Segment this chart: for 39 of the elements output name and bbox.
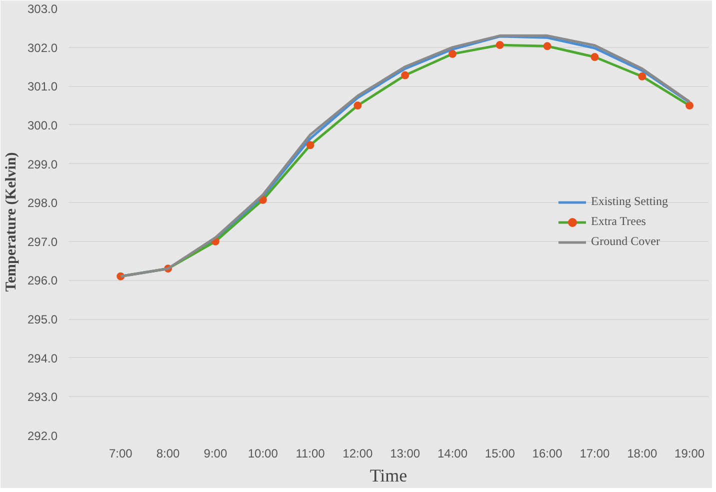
y-tick-label: 297.0 (27, 234, 58, 249)
point (543, 42, 552, 50)
legend-label: Extra Trees (590, 214, 646, 229)
y-tick-label: 296.0 (27, 274, 58, 288)
y-tick-label: 292.0 (27, 429, 58, 443)
y-tick-label: 295.0 (27, 312, 58, 327)
y-tick-label: 300.0 (27, 118, 58, 132)
x-tick-label: 14:00 (437, 446, 468, 460)
x-tick-label: 17:00 (580, 446, 610, 460)
x-tick-label: 12:00 (342, 446, 374, 460)
point (306, 141, 314, 150)
x-tick-label: 9:00 (204, 446, 228, 460)
x-tick-label: 8:00 (156, 446, 180, 460)
y-tick-label: 293.0 (27, 390, 58, 404)
point (686, 102, 694, 110)
x-tick-label: 15:00 (484, 446, 516, 460)
y-axis-title: Temperature (Kelvin) (3, 152, 20, 292)
x-tick-label: 16:00 (532, 446, 563, 460)
point (638, 72, 646, 80)
legend-label: Ground Cover (590, 234, 660, 249)
point (590, 53, 599, 62)
x-tick-label: 11:00 (296, 446, 326, 460)
point (496, 40, 504, 49)
y-tick-label: 298.0 (27, 196, 58, 210)
y-tick-label: 303.0 (27, 2, 58, 16)
point (448, 50, 456, 58)
x-tick-label: 7:00 (108, 446, 133, 460)
y-tick-label: 302.0 (27, 40, 58, 55)
x-tick-label: 18:00 (627, 446, 658, 460)
legend-label: Existing Setting (590, 194, 668, 209)
point (401, 71, 410, 80)
x-tick-label: 19:00 (674, 446, 705, 460)
y-tick-label: 294.0 (27, 351, 58, 366)
x-tick-label: 13:00 (390, 446, 420, 460)
point (354, 102, 362, 110)
x-axis-title: Time (370, 466, 408, 486)
y-tick-label: 299.0 (27, 157, 58, 172)
x-tick-label: 10:00 (248, 446, 278, 460)
y-tick-label: 301.0 (27, 80, 58, 94)
